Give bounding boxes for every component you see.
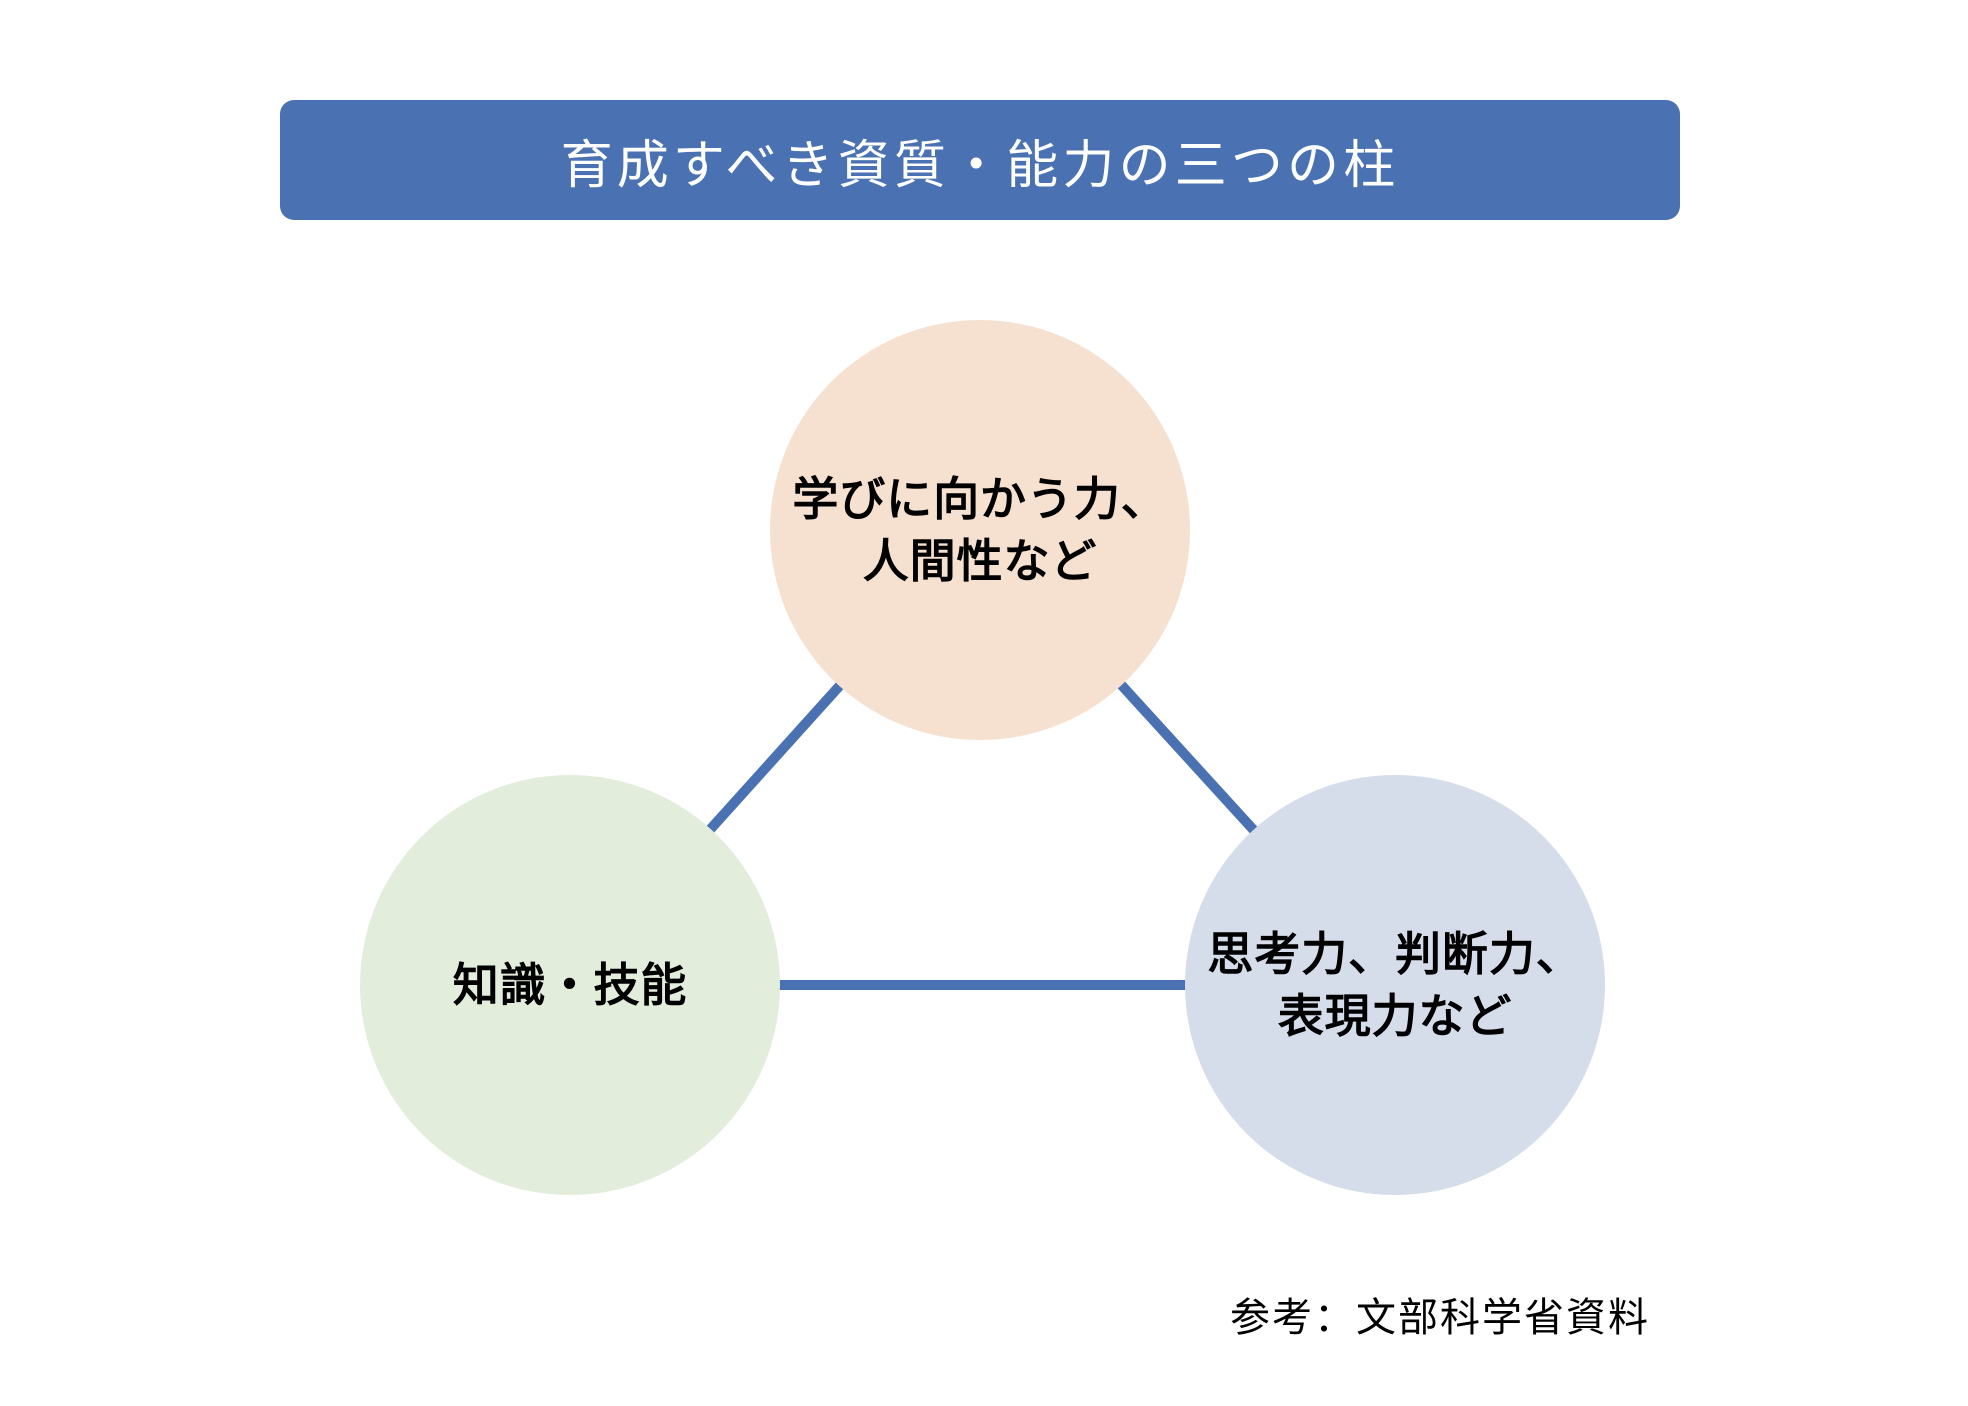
node-right-label: 思考力、判断力、 表現力など [1207, 923, 1582, 1047]
node-left-label: 知識・技能 [453, 954, 688, 1016]
node-right: 思考力、判断力、 表現力など [1185, 775, 1605, 1195]
node-top: 学びに向かう力、 人間性など [770, 320, 1190, 740]
title-bar: 育成すべき資質・能力の三つの柱 [280, 100, 1680, 220]
footer-note: 参考：文部科学省資料 [1230, 1285, 1650, 1343]
footer-text: 参考：文部科学省資料 [1230, 1296, 1650, 1340]
edge-top-left [711, 686, 840, 829]
edge-top-right [1122, 685, 1254, 830]
title-text: 育成すべき資質・能力の三つの柱 [561, 123, 1400, 198]
triangle-diagram: 学びに向かう力、 人間性など知識・技能 思考力、判断力、 表現力など [280, 320, 1700, 1200]
node-left: 知識・技能 [360, 775, 780, 1195]
node-top-label: 学びに向かう力、 人間性など [792, 468, 1167, 592]
